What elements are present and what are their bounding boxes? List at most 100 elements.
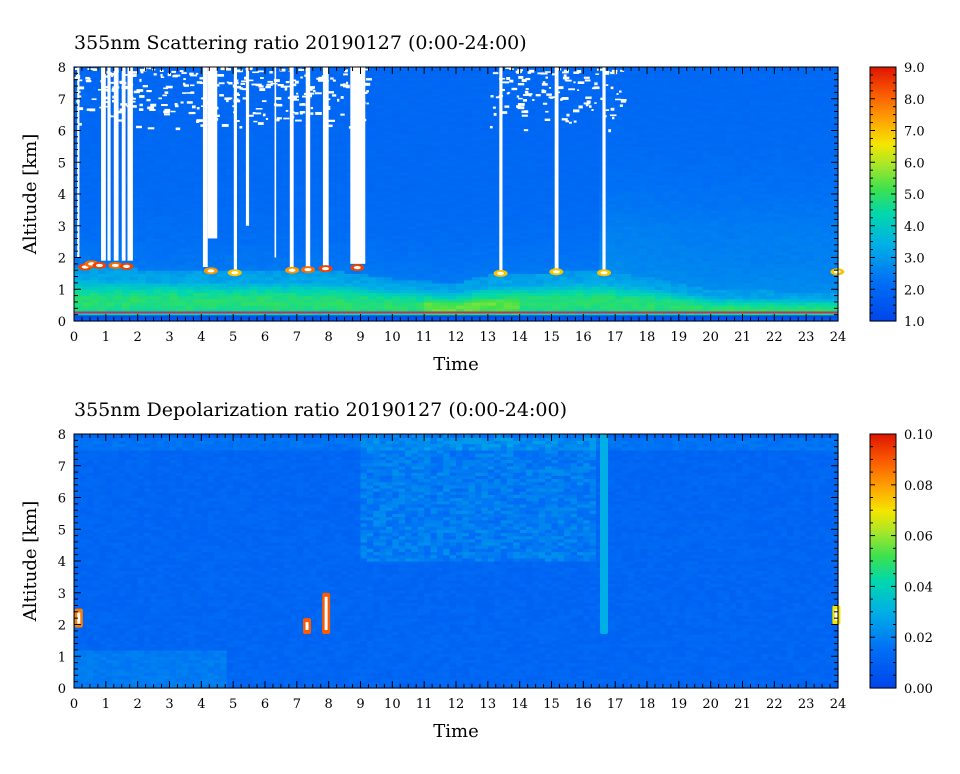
heatmap-cell <box>257 263 266 268</box>
heatmap-cell <box>153 206 163 211</box>
heatmap-cell <box>177 232 187 236</box>
heatmap-cell <box>129 241 139 246</box>
heatmap-cell <box>81 222 91 227</box>
heatmap-cell <box>312 305 322 309</box>
heatmap-cell <box>241 317 250 322</box>
heatmap-cell <box>153 194 163 198</box>
heatmap-cell <box>249 143 258 147</box>
heatmap-cell <box>241 225 250 230</box>
heatmap-cell <box>161 178 171 182</box>
heatmap-cell <box>265 228 274 233</box>
heatmap-cell <box>145 197 155 201</box>
heatmap-cell <box>185 222 194 227</box>
heatmap-cell <box>344 282 354 287</box>
heatmap-cell <box>161 76 171 81</box>
heatmap-cell <box>265 146 274 151</box>
heatmap-cell <box>185 89 194 93</box>
heatmap-cell <box>161 216 171 220</box>
heatmap-cell <box>169 168 179 173</box>
heatmap-cell <box>153 82 163 87</box>
heatmap-cell <box>233 225 242 230</box>
heatmap-cell <box>177 146 187 151</box>
heatmap-cell <box>272 86 282 90</box>
heatmap-cell <box>296 228 306 233</box>
heatmap-cell <box>336 89 346 93</box>
heatmap-cell <box>81 159 91 163</box>
heatmap-cell <box>233 301 242 306</box>
heatmap-cell <box>272 181 282 186</box>
heatmap-cell <box>81 89 91 93</box>
heatmap-cell <box>177 114 187 119</box>
heatmap-cell <box>129 308 139 313</box>
heatmap-cell <box>185 149 194 154</box>
heatmap-cell <box>296 197 306 201</box>
heatmap-cell <box>145 184 155 189</box>
heatmap-cell <box>201 282 210 287</box>
heatmap-cell <box>328 95 338 100</box>
heatmap-cell <box>272 314 282 319</box>
heatmap-cell <box>241 228 250 233</box>
heatmap-cell <box>81 254 91 259</box>
heatmap-cell <box>249 133 258 138</box>
heatmap-cell <box>137 232 147 236</box>
heatmap-cell <box>121 174 131 179</box>
heatmap-cell <box>145 136 155 141</box>
heatmap-cell <box>249 273 258 278</box>
heatmap-cell <box>257 171 266 176</box>
heatmap-cell <box>328 155 338 160</box>
heatmap-cell <box>185 270 194 274</box>
heatmap-cell <box>328 140 338 144</box>
heatmap-cell <box>89 82 99 87</box>
heatmap-cell <box>97 286 107 290</box>
heatmap-cell <box>296 308 306 313</box>
heatmap-cell <box>249 127 258 132</box>
heatmap-cell <box>113 270 123 274</box>
heatmap-cell <box>265 136 274 141</box>
heatmap-cell <box>336 168 346 173</box>
heatmap-cell <box>121 270 131 274</box>
heatmap-cell <box>121 184 131 189</box>
heatmap-cell <box>145 79 155 84</box>
heatmap-cell <box>265 95 274 100</box>
heatmap-cell <box>185 105 194 109</box>
heatmap-cell <box>169 289 179 294</box>
heatmap-cell <box>328 174 338 179</box>
heatmap-cell <box>328 162 338 167</box>
heatmap-cell <box>312 101 322 106</box>
heatmap-cell <box>129 222 139 227</box>
heatmap-cell <box>424 67 433 71</box>
heatmap-cell <box>153 298 163 303</box>
heatmap-cell <box>312 286 322 290</box>
heatmap-cell <box>169 254 179 259</box>
heatmap-cell <box>265 235 274 240</box>
heatmap-cell <box>145 225 155 230</box>
heatmap-cell <box>169 67 179 71</box>
heatmap-cell <box>89 200 99 205</box>
heatmap-cell <box>265 251 274 255</box>
heatmap-cell <box>233 124 242 128</box>
heatmap-cell <box>113 267 123 271</box>
heatmap-cell <box>185 187 194 192</box>
heatmap-cell <box>217 111 226 116</box>
heatmap-cell <box>265 222 274 227</box>
heatmap-cell <box>121 216 131 220</box>
heatmap-cell <box>233 146 242 151</box>
heatmap-cell <box>97 276 107 281</box>
heatmap-cell <box>241 216 250 220</box>
heatmap-cell <box>121 206 131 211</box>
heatmap-cell <box>89 213 99 217</box>
heatmap-cell <box>89 178 99 182</box>
heatmap-cell <box>328 168 338 173</box>
heatmap-cell <box>225 168 234 173</box>
heatmap-cell <box>121 235 131 240</box>
heatmap-cell <box>153 305 163 309</box>
heatmap-cell <box>145 301 155 306</box>
heatmap-cell <box>272 228 282 233</box>
heatmap-cell <box>81 143 91 147</box>
heatmap-cell <box>177 213 187 217</box>
heatmap-cell <box>296 168 306 173</box>
heatmap-cell <box>233 101 242 106</box>
heatmap-cell <box>89 187 99 192</box>
heatmap-cell <box>336 203 346 208</box>
heatmap-cell <box>121 159 131 163</box>
